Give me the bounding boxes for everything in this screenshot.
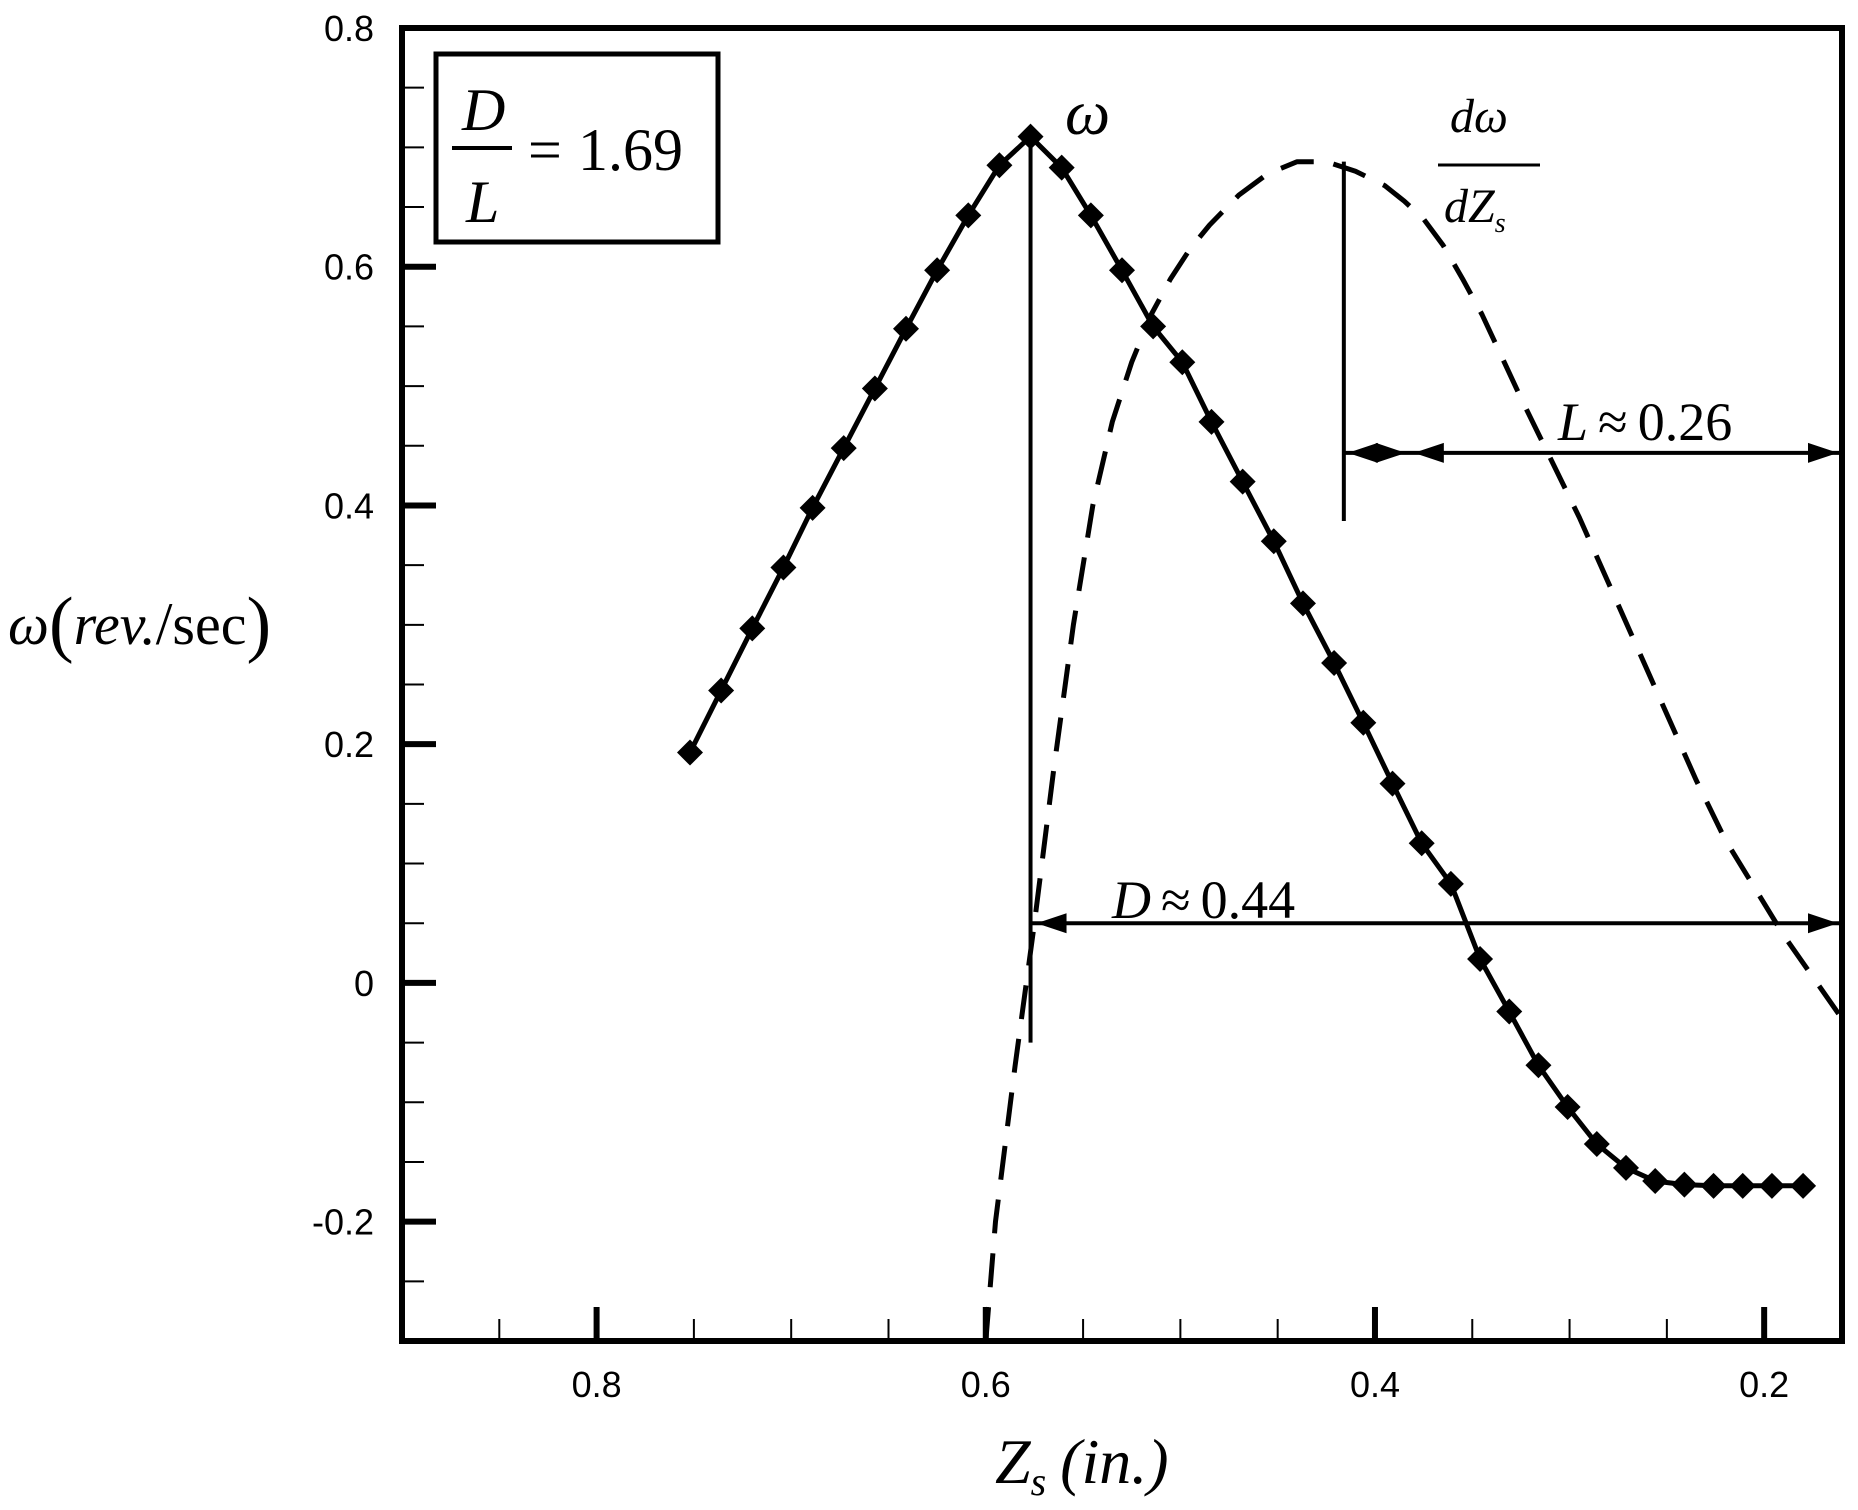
data-point xyxy=(770,554,797,581)
plot-area xyxy=(677,123,1842,1341)
y-tick-label: 0.4 xyxy=(324,485,374,526)
data-point xyxy=(1229,468,1256,495)
data-point xyxy=(1109,257,1135,284)
y-axis-label-symbol: ω xyxy=(8,592,49,657)
axis-ticks xyxy=(402,25,1768,1342)
D-label: D ≈0.44 xyxy=(1111,870,1295,930)
y-tick-label: -0.2 xyxy=(312,1202,374,1243)
data-point xyxy=(986,152,1013,179)
y-tick-label: 0.2 xyxy=(324,724,374,765)
data-point xyxy=(1642,1168,1669,1195)
derivative-denominator: dZs xyxy=(1444,180,1506,239)
data-point xyxy=(1198,408,1225,435)
data-point xyxy=(1554,1094,1581,1121)
L-arrow-mid-right xyxy=(1375,442,1406,463)
data-point xyxy=(1379,770,1406,797)
derivative-numerator: dω xyxy=(1450,90,1508,143)
data-point xyxy=(1289,590,1316,617)
data-point xyxy=(1260,528,1287,555)
data-point xyxy=(739,615,766,642)
ratio-equals: = xyxy=(528,117,562,183)
data-point xyxy=(955,202,982,229)
tick-labels: 0.8 0.6 0.4 0.2 0 -0.2 0.8 0.6 0.4 0.2 xyxy=(312,8,1789,1405)
y-tick-label: 0 xyxy=(354,963,374,1004)
y-tick-label: 0.6 xyxy=(324,247,374,288)
data-point xyxy=(1671,1171,1698,1198)
ratio-numerator: D xyxy=(461,77,505,143)
data-point xyxy=(893,315,919,342)
data-point xyxy=(1729,1172,1756,1199)
data-point xyxy=(1700,1172,1727,1199)
data-point xyxy=(1467,946,1494,973)
L-arrow-mid-left xyxy=(1413,442,1444,463)
y-tick-label: 0.8 xyxy=(324,8,374,49)
series-line-omega xyxy=(687,134,1804,1189)
L-arrow-right xyxy=(1808,442,1838,463)
x-axis-label-sub: s xyxy=(1031,1459,1047,1504)
data-point xyxy=(799,494,826,521)
ratio-value: 1.69 xyxy=(578,117,683,183)
data-point xyxy=(1350,709,1377,736)
data-point xyxy=(861,375,888,402)
data-point xyxy=(1437,870,1464,897)
data-point xyxy=(1758,1172,1785,1199)
D-arrow-right xyxy=(1808,913,1838,934)
data-point xyxy=(924,257,951,284)
derivative-label: dω dZs xyxy=(1438,90,1540,239)
omega-label: ω xyxy=(1065,77,1110,148)
x-tick-label: 0.2 xyxy=(1739,1364,1789,1405)
ratio-denominator: L xyxy=(465,169,499,235)
data-point xyxy=(1321,650,1348,677)
plot-marks xyxy=(677,123,1842,1341)
ratio-box: D L = 1.69 xyxy=(433,51,721,245)
L-label: L ≈0.26 xyxy=(1557,392,1732,452)
L-arrow-left xyxy=(1347,442,1378,463)
y-axis-label-time: sec xyxy=(172,592,246,657)
data-point xyxy=(1525,1052,1552,1079)
x-axis-label: Zs (in.) xyxy=(995,1426,1169,1504)
data-point xyxy=(708,677,735,704)
x-tick-label: 0.8 xyxy=(572,1364,622,1405)
data-point xyxy=(1613,1154,1639,1181)
data-point xyxy=(677,739,703,766)
data-point xyxy=(1048,154,1075,181)
data-point xyxy=(1408,830,1435,857)
series-line-derivative xyxy=(983,159,1842,1341)
D-arrow-left xyxy=(1036,913,1067,934)
data-point xyxy=(1496,998,1523,1025)
data-point xyxy=(1583,1131,1610,1158)
y-axis-label-slash: / xyxy=(156,591,173,657)
data-point xyxy=(1077,202,1104,229)
data-point xyxy=(1790,1172,1817,1199)
x-tick-label: 0.6 xyxy=(961,1364,1011,1405)
x-tick-label: 0.4 xyxy=(1350,1364,1400,1405)
x-axis-label-unit: (in.) xyxy=(1060,1426,1168,1497)
data-point xyxy=(830,435,857,462)
data-point xyxy=(1169,349,1196,376)
y-axis-label-unit: rev. xyxy=(74,592,156,657)
x-axis-label-main: Z xyxy=(995,1426,1032,1497)
y-axis-label: ω(rev./sec) xyxy=(8,583,271,665)
